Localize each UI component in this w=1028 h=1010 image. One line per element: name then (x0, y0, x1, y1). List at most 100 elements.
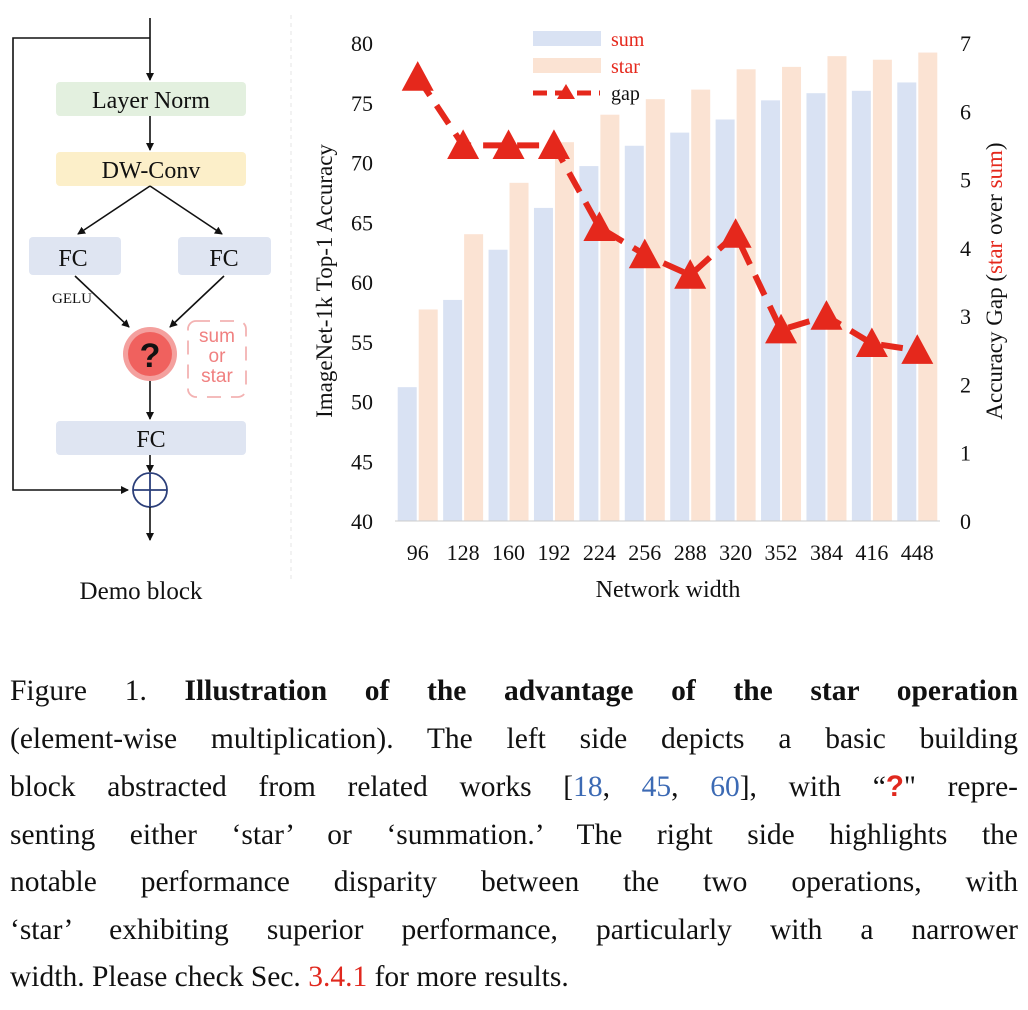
dw-conv-box (56, 152, 246, 186)
y2-tick-5: 5 (960, 168, 971, 193)
y2-axis-label: Accuracy Gap (star over sum) (982, 142, 1007, 419)
citation-link-60[interactable]: 60 (710, 771, 740, 803)
operation-question-icon: ? (140, 337, 161, 375)
bar-star-384 (827, 56, 847, 522)
bar-star-288 (691, 89, 711, 521)
caption-text: , (671, 771, 711, 803)
bar-sum-448 (897, 82, 917, 521)
y2-tick-1: 1 (960, 441, 971, 466)
bar-star-128 (464, 234, 484, 521)
y-tick-45: 45 (351, 449, 373, 474)
fc-bottom-label: FC (136, 427, 165, 453)
legend-label-gap: gap (611, 83, 640, 105)
gap-line-layer (401, 61, 934, 364)
caption-line-6: ‘star’ exhibiting superior performance, … (10, 913, 1018, 946)
caption-line-3: block abstracted from related works [18,… (10, 763, 1018, 812)
gap-marker-416 (855, 327, 888, 358)
arrow-dwconv-to-fc-left (77, 185, 151, 235)
y-tick-80: 80 (351, 31, 373, 56)
y-tick-55: 55 (351, 330, 373, 355)
bar-sum-224 (579, 166, 599, 521)
figure-1: Layer Norm DW-Conv FC FC GELU ? sum or s… (12, 15, 1007, 605)
gap-marker-224 (583, 211, 616, 241)
caption-figure-number: Figure 1. (10, 675, 185, 707)
section-link-3-4-1[interactable]: 3.4.1 (308, 961, 368, 993)
x-tick-256: 256 (628, 540, 661, 565)
bar-sum-288 (670, 132, 690, 521)
y-tick-70: 70 (351, 151, 373, 176)
y2-tick-3: 3 (960, 304, 971, 329)
fc-left-label: FC (58, 246, 87, 272)
x-axis-label: Network width (596, 577, 741, 603)
bar-star-320 (736, 69, 756, 521)
bar-sum-416 (851, 90, 871, 522)
fc-bottom-box (56, 421, 246, 455)
caption-line-4: senting either ‘star’ or ‘summation.’ Th… (10, 818, 1018, 851)
citation-link-45[interactable]: 45 (641, 771, 672, 803)
caption-text: for more results. (367, 961, 569, 993)
bar-sum-256 (624, 145, 644, 521)
bar-star-96 (418, 309, 438, 521)
bar-sum-128 (443, 299, 463, 521)
y-tick-65: 65 (351, 210, 373, 235)
layer-norm-label: Layer Norm (92, 88, 210, 114)
y2-tick-2: 2 (960, 372, 971, 397)
bar-star-416 (872, 59, 892, 521)
gap-marker-448 (901, 334, 934, 364)
x-tick-416: 416 (855, 540, 888, 565)
demo-block-caption: Demo block (80, 578, 203, 605)
legend-label-sum: sum (611, 29, 645, 51)
y2-tick-6: 6 (960, 99, 971, 124)
bar-star-192 (554, 142, 574, 521)
legend-label-star: star (611, 56, 640, 78)
y2-label-sum: sum (982, 150, 1007, 188)
caption-text: ], with “ (739, 771, 886, 803)
gap-marker-320 (719, 218, 752, 248)
y2-label-part-3: over (982, 188, 1007, 240)
y-axis-label: ImageNet-1k Top-1 Accuracy (312, 144, 337, 418)
caption-text: width. Please check Sec. (10, 961, 309, 993)
bar-sum-160 (488, 249, 508, 522)
gap-marker-352 (765, 313, 798, 344)
op-option-or: or (209, 346, 227, 367)
fc-right-label: FC (209, 246, 238, 272)
y2-tick-7: 7 (960, 31, 971, 56)
x-tick-192: 192 (537, 540, 570, 565)
arrow-fc-left-to-op (74, 275, 130, 328)
layer-norm-box (56, 82, 246, 116)
caption-title: Illustration of the advantage of the sta… (184, 675, 1019, 707)
x-tick-320: 320 (719, 540, 752, 565)
caption-line-2: (element-wise multiplication). The left … (10, 722, 1018, 755)
bar-star-352 (782, 66, 802, 522)
caption-text: , (602, 771, 642, 803)
bar-sum-320 (715, 119, 735, 521)
gap-marker-128 (447, 129, 480, 160)
legend-marker-gap (557, 84, 575, 99)
y-axis-left: 40 45 50 55 60 65 70 75 80 (351, 31, 373, 534)
caption-line-7: width. Please check Sec. 3.4.1 for more … (10, 954, 1018, 1002)
bars-layer (397, 52, 938, 522)
bar-star-160 (509, 182, 529, 521)
citation-link-18[interactable]: 18 (573, 771, 603, 803)
y2-tick-0: 0 (960, 509, 971, 534)
fc-left-box (29, 237, 121, 275)
figure-caption: Figure 1. Illustration of the advantage … (10, 668, 1018, 1002)
chart-legend: sum star gap (533, 29, 645, 105)
caption-line-1: Figure 1. Illustration of the advantage … (10, 668, 1018, 716)
x-tick-160: 160 (492, 540, 525, 565)
caption-question-mark: ? (885, 770, 904, 803)
gap-marker-192 (537, 129, 570, 160)
op-option-sum: sum (199, 326, 235, 347)
y-tick-50: 50 (351, 390, 373, 415)
y-tick-75: 75 (351, 91, 373, 116)
x-tick-128: 128 (447, 540, 480, 565)
y2-label-part-1: Accuracy Gap ( (982, 274, 1007, 420)
legend-swatch-sum (533, 31, 601, 46)
caption-text: " repre- (903, 771, 1018, 803)
x-tick-224: 224 (583, 540, 616, 565)
bar-star-256 (645, 99, 665, 521)
op-option-star: star (201, 366, 233, 387)
x-tick-96: 96 (407, 540, 429, 565)
y-tick-60: 60 (351, 270, 373, 295)
